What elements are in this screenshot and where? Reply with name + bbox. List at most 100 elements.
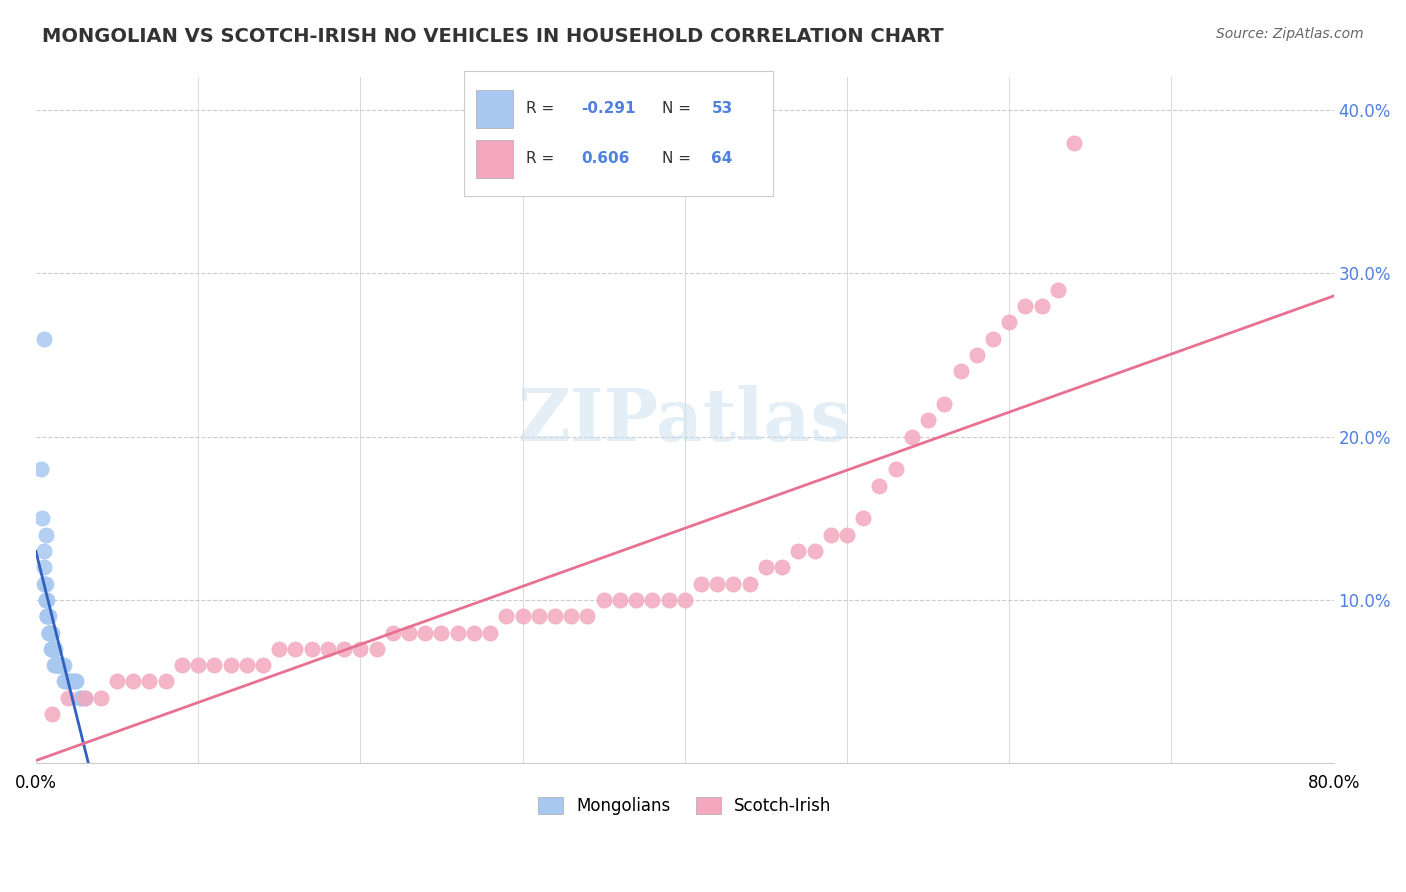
Point xyxy=(479,625,502,640)
Point xyxy=(803,544,825,558)
Point xyxy=(46,658,69,673)
Point xyxy=(30,462,52,476)
Point xyxy=(59,674,82,689)
Point xyxy=(1014,299,1036,313)
Point xyxy=(62,674,84,689)
Point xyxy=(46,658,69,673)
Point xyxy=(868,478,890,492)
Point xyxy=(917,413,939,427)
Point xyxy=(333,641,356,656)
Point xyxy=(32,332,55,346)
Point xyxy=(430,625,453,640)
Point xyxy=(723,576,745,591)
Point xyxy=(32,576,55,591)
Point xyxy=(49,658,72,673)
Point xyxy=(37,609,59,624)
Point xyxy=(155,674,177,689)
Point xyxy=(53,674,76,689)
Point xyxy=(69,690,91,705)
Point xyxy=(560,609,582,624)
Point xyxy=(41,625,63,640)
Point xyxy=(349,641,371,656)
Point xyxy=(73,690,96,705)
Text: Source: ZipAtlas.com: Source: ZipAtlas.com xyxy=(1216,27,1364,41)
Point xyxy=(138,674,160,689)
Point xyxy=(70,690,93,705)
Point xyxy=(39,641,62,656)
Point xyxy=(38,609,60,624)
Point xyxy=(42,641,65,656)
Point xyxy=(38,625,60,640)
Point xyxy=(269,641,291,656)
Text: N =: N = xyxy=(662,152,696,166)
Point xyxy=(641,592,664,607)
Point xyxy=(673,592,696,607)
Point xyxy=(44,658,66,673)
Point xyxy=(187,658,209,673)
Point xyxy=(755,560,778,574)
Point xyxy=(1063,136,1085,150)
Point xyxy=(41,707,63,722)
Point xyxy=(32,544,55,558)
Point xyxy=(41,641,63,656)
Point xyxy=(884,462,907,476)
Point xyxy=(495,609,517,624)
Point xyxy=(770,560,793,574)
Point xyxy=(122,674,145,689)
Point xyxy=(48,658,70,673)
Point xyxy=(934,397,956,411)
Point xyxy=(398,625,420,640)
Point xyxy=(37,609,59,624)
Point xyxy=(787,544,810,558)
Point xyxy=(706,576,728,591)
FancyBboxPatch shape xyxy=(477,90,513,128)
Point xyxy=(202,658,225,673)
Point xyxy=(51,658,73,673)
Point xyxy=(42,658,65,673)
Point xyxy=(58,674,80,689)
Point xyxy=(105,674,128,689)
Point xyxy=(1046,283,1069,297)
Point xyxy=(576,609,599,624)
Point xyxy=(366,641,388,656)
Point xyxy=(624,592,647,607)
Text: ZIPatlas: ZIPatlas xyxy=(517,384,852,456)
Text: 53: 53 xyxy=(711,102,733,116)
FancyBboxPatch shape xyxy=(477,140,513,178)
Text: R =: R = xyxy=(526,152,560,166)
Point xyxy=(37,592,59,607)
Point xyxy=(59,674,82,689)
Point xyxy=(90,690,112,705)
Point xyxy=(31,511,53,525)
Point xyxy=(73,690,96,705)
Point xyxy=(46,658,69,673)
Point xyxy=(512,609,534,624)
Point xyxy=(48,658,70,673)
Point xyxy=(41,641,63,656)
Point xyxy=(39,625,62,640)
Text: MONGOLIAN VS SCOTCH-IRISH NO VEHICLES IN HOUSEHOLD CORRELATION CHART: MONGOLIAN VS SCOTCH-IRISH NO VEHICLES IN… xyxy=(42,27,943,45)
Point xyxy=(41,641,63,656)
Point xyxy=(34,592,56,607)
Point xyxy=(1031,299,1053,313)
Point xyxy=(38,625,60,640)
Point xyxy=(592,592,614,607)
Point xyxy=(252,658,274,673)
Point xyxy=(34,592,56,607)
Point xyxy=(901,429,924,443)
Point xyxy=(63,674,86,689)
Point xyxy=(413,625,436,640)
Point xyxy=(316,641,339,656)
Point xyxy=(284,641,307,656)
Point xyxy=(447,625,470,640)
Point xyxy=(236,658,259,673)
Point xyxy=(58,690,80,705)
Text: N =: N = xyxy=(662,102,696,116)
Point xyxy=(51,658,73,673)
Point xyxy=(852,511,875,525)
Point xyxy=(949,364,972,378)
Point xyxy=(527,609,550,624)
Point xyxy=(39,625,62,640)
Text: R =: R = xyxy=(526,102,560,116)
Text: 0.606: 0.606 xyxy=(582,152,630,166)
